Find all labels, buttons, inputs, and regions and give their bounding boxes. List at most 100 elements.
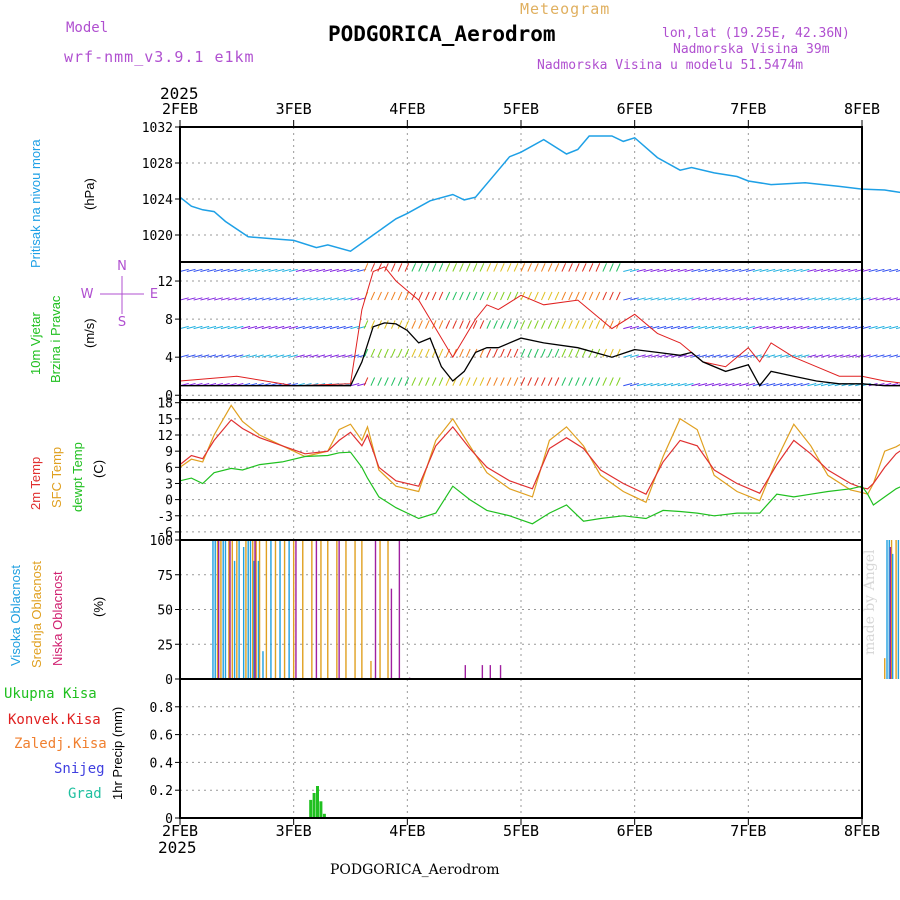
wind-barb	[275, 268, 285, 273]
wind-barb	[248, 325, 258, 330]
wind-barb	[664, 383, 674, 387]
wind-barb	[889, 325, 899, 330]
wind-barb	[766, 268, 776, 273]
wind-barb	[377, 291, 382, 301]
wind-barb	[220, 268, 230, 273]
wind-barb	[629, 325, 639, 330]
precip-bar	[316, 786, 319, 818]
label-precip-conv: Konvek.Kisa	[8, 712, 101, 728]
wind-barb	[384, 291, 389, 301]
wind-barb	[513, 263, 519, 272]
wind-barb	[868, 268, 878, 273]
wind-barb	[581, 291, 587, 301]
wind-barb	[807, 268, 817, 273]
wind-barb	[213, 297, 223, 301]
wind-barb	[827, 297, 837, 301]
wind-barb	[186, 297, 196, 301]
wind-barb	[404, 348, 410, 358]
y-tick-label: 9	[165, 445, 173, 460]
wind-barb	[377, 263, 382, 272]
wind-barb	[534, 263, 539, 272]
wind-barb	[882, 268, 892, 273]
wind-barb	[193, 268, 203, 273]
wind-barb	[848, 297, 858, 301]
wind-barb	[186, 325, 196, 330]
wind-barb	[459, 263, 464, 272]
wind-barb	[547, 348, 553, 358]
wind-barb	[868, 297, 878, 301]
compass-n: N	[117, 259, 127, 274]
wind-barb	[841, 354, 851, 358]
label-precip-total: Ukupna Kisa	[4, 686, 97, 702]
wind-barb	[534, 291, 539, 301]
wind-barb	[602, 263, 607, 272]
y-tick-label: 6	[165, 461, 173, 476]
wind-barb	[193, 297, 203, 301]
wind-barb	[773, 354, 783, 358]
wind-barb	[384, 320, 389, 329]
wind-barb	[425, 348, 430, 358]
label-precip-grad: Grad	[68, 786, 102, 802]
wind-barb	[814, 354, 824, 358]
wind-barb	[179, 325, 189, 330]
wind-barb	[752, 268, 762, 273]
wind-barb	[623, 325, 633, 330]
wind-barb	[207, 268, 217, 273]
wind-barb	[766, 383, 776, 387]
wind-barb	[370, 377, 376, 386]
wind-barb	[472, 291, 478, 301]
wind-barb	[848, 325, 858, 330]
wind-barb	[780, 297, 790, 301]
wind-barb	[363, 263, 369, 272]
wind-barb	[773, 325, 783, 330]
wind-barb	[602, 320, 607, 329]
y-tick-label: 0	[165, 389, 173, 404]
wind-barb	[711, 325, 721, 330]
wind-barb	[459, 291, 464, 301]
wind-barb	[479, 377, 485, 386]
wind-barb	[561, 377, 567, 386]
wind-barb	[534, 348, 539, 358]
wind-barb	[664, 325, 674, 330]
wind-barb	[186, 354, 196, 358]
wind-barb	[248, 297, 258, 301]
wind-barb	[268, 297, 278, 301]
wind-barb	[718, 325, 728, 330]
wind-barb	[684, 297, 694, 301]
wind-barb	[827, 325, 837, 330]
wind-barb	[220, 354, 230, 358]
wind-barb	[664, 354, 674, 358]
wind-barb	[718, 354, 728, 358]
wind-barb	[568, 291, 573, 301]
wind-barb	[657, 325, 667, 330]
wind-barb	[500, 263, 505, 272]
wind-barb	[650, 354, 660, 358]
wind-barb	[807, 383, 817, 387]
wind-barb	[691, 268, 701, 273]
y-tick-label: 1028	[142, 157, 173, 172]
wind-barb	[773, 268, 783, 273]
wind-barb	[343, 354, 353, 358]
wind-barb	[739, 354, 749, 358]
wind-barb	[820, 354, 830, 358]
wind-barb	[302, 354, 312, 358]
wind-barb	[793, 354, 803, 358]
wind-barb	[609, 263, 614, 272]
wind-barb	[732, 297, 742, 301]
wind-barb	[179, 268, 189, 273]
wind-barb	[575, 348, 580, 358]
wind-barb	[465, 348, 471, 358]
wind-barb	[732, 325, 742, 330]
wind-barb	[814, 383, 824, 387]
wind-barb	[882, 354, 892, 358]
wind-barb	[193, 354, 203, 358]
wind-barb	[759, 354, 769, 358]
wind-barb	[541, 377, 546, 386]
wind-barb	[670, 297, 680, 301]
wind-barb	[561, 320, 567, 329]
wind-barb	[493, 291, 498, 301]
precip-bar	[312, 793, 316, 818]
wind-barb	[657, 297, 667, 301]
wind-barb	[595, 291, 601, 301]
